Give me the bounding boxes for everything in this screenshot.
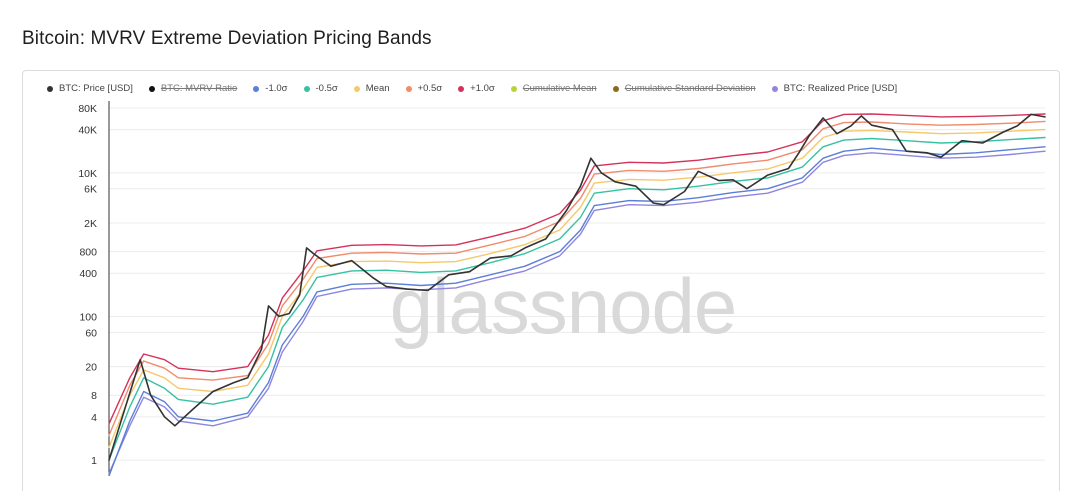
- legend-item[interactable]: Cumulative Standard Deviation: [612, 83, 756, 94]
- legend-label: BTC: Price [USD]: [59, 83, 133, 94]
- legend-item[interactable]: -1.0σ: [253, 83, 288, 94]
- legend-dot-icon: [303, 85, 310, 92]
- y-tick-label: 4: [91, 412, 97, 424]
- legend-dot-icon: [771, 85, 778, 92]
- legend-label: BTC: MVRV Ratio: [160, 83, 238, 94]
- legend-dot-icon: [458, 85, 465, 92]
- legend-dot-icon: [353, 85, 360, 92]
- legend-label: +0.5σ: [417, 83, 443, 94]
- legend-item[interactable]: BTC: Realized Price [USD]: [771, 83, 898, 94]
- y-tick-label: 60: [85, 327, 97, 339]
- legend-dot-icon: [47, 85, 53, 92]
- legend-item[interactable]: +0.5σ: [405, 83, 443, 94]
- chart-legend: BTC: Price [USD] BTC: MVRV Ratio -1.0σ -0.5…: [47, 83, 913, 94]
- page-title: Bitcoin: MVRV Extreme Deviation Pricing …: [22, 28, 432, 49]
- series-line: [108, 128, 1046, 449]
- y-tick-label: 100: [79, 311, 97, 323]
- chart-plot[interactable]: 1 4 8 20 60 100 400 800 2K 6K 10K 40K 80K glassnode: [23, 71, 1059, 476]
- y-tick-label: 2K: [84, 218, 97, 230]
- y-tick-label: 1: [91, 455, 97, 467]
- y-tick-label: 8: [91, 390, 97, 402]
- legend-label: BTC: Realized Price [USD]: [783, 83, 898, 94]
- legend-item[interactable]: BTC: MVRV Ratio: [148, 83, 238, 94]
- y-tick-label: 40K: [78, 125, 97, 137]
- y-tick-label: 10K: [78, 168, 97, 180]
- legend-item[interactable]: -0.5σ: [303, 83, 338, 94]
- legend-item[interactable]: +1.0σ: [458, 83, 495, 94]
- watermark: glassnode: [390, 262, 737, 350]
- y-tick-label: 6K: [84, 184, 97, 196]
- chart-card: BTC: Price [USD] BTC: MVRV Ratio -1.0σ -0.5…: [22, 70, 1060, 491]
- legend-dot-icon: [253, 85, 260, 92]
- series-line: [108, 113, 1046, 461]
- legend-item[interactable]: BTC: Price [USD]: [47, 83, 133, 94]
- legend-label: Mean: [365, 83, 390, 94]
- legend-label: Cumulative Mean: [522, 83, 597, 94]
- y-tick-label: 20: [85, 362, 97, 374]
- legend-item[interactable]: Mean: [353, 83, 390, 94]
- series-line: [108, 113, 1046, 425]
- legend-label: Cumulative Standard Deviation: [624, 83, 756, 94]
- legend-dot-icon: [405, 85, 412, 92]
- legend-label: -0.5σ: [315, 83, 338, 94]
- y-tick-label: 800: [79, 247, 97, 259]
- series-line: [108, 136, 1046, 461]
- y-tick-label: 400: [79, 268, 97, 280]
- legend-item[interactable]: Cumulative Mean: [510, 83, 597, 94]
- series-line: [108, 150, 1046, 475]
- series-line: [108, 146, 1046, 476]
- legend-label: -1.0σ: [265, 83, 288, 94]
- legend-dot-icon: [148, 85, 155, 92]
- legend-dot-icon: [510, 85, 517, 92]
- legend-label: +1.0σ: [470, 83, 495, 94]
- series-line: [108, 120, 1046, 437]
- legend-dot-icon: [612, 85, 619, 92]
- y-tick-label: 80K: [78, 103, 97, 115]
